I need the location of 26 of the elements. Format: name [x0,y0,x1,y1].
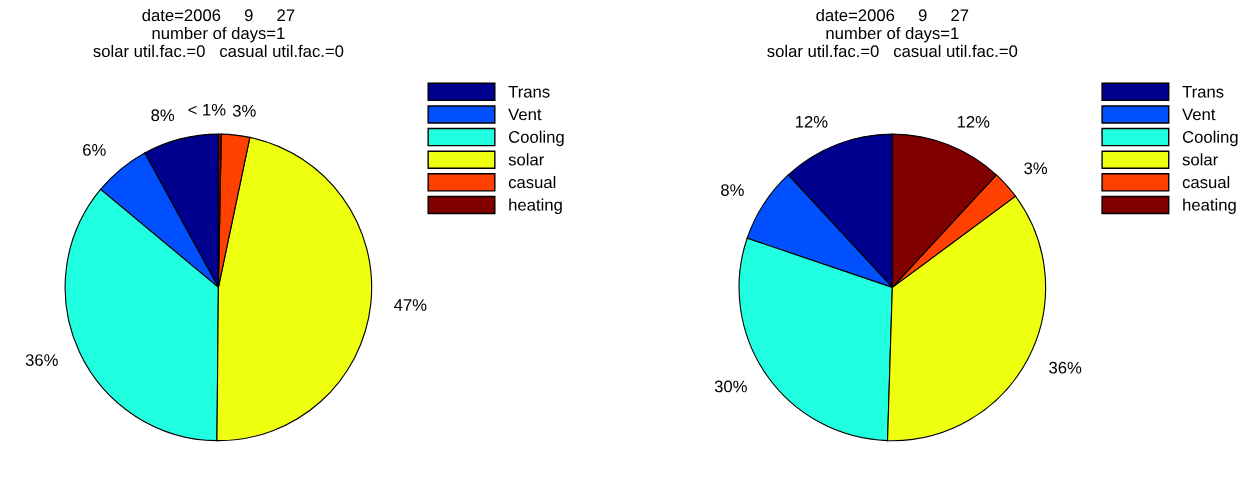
data-label: 12% [957,115,990,128]
legend-label: Trans [1182,86,1224,98]
legend-label: solar [508,153,545,166]
legend-label: heating [509,198,562,215]
legend-label: heating [1183,198,1236,215]
chart-title: date=2006 9 27 number of days=1 solar util.fac.=0 casual util.fac.=0 [767,8,1018,58]
data-label: < 1% [188,103,226,116]
data-label: 8% [151,109,175,122]
data-label: 36% [25,354,58,366]
data-label: 12% [795,115,828,128]
legend-label: casual [1182,175,1230,189]
data-label: 30% [714,380,747,393]
data-label: 36% [1049,361,1082,374]
chart-title: date=2006 9 27 number of days=1 solar util.fac.=0 casual util.fac.=0 [93,8,344,58]
data-label: 3% [232,104,256,117]
data-label: 8% [721,184,744,196]
legend-label: Cooling [509,130,564,147]
data-label: 47% [394,299,427,311]
legend-label: Cooling [1182,130,1238,147]
data-label: 6% [83,144,106,156]
legend-label: solar [1182,153,1218,166]
legend-label: Trans [508,86,550,98]
legend-label: casual [508,175,556,189]
legend-label: Vent [508,108,542,121]
legend-label: Vent [1182,108,1216,121]
data-label: 3% [1024,162,1048,175]
